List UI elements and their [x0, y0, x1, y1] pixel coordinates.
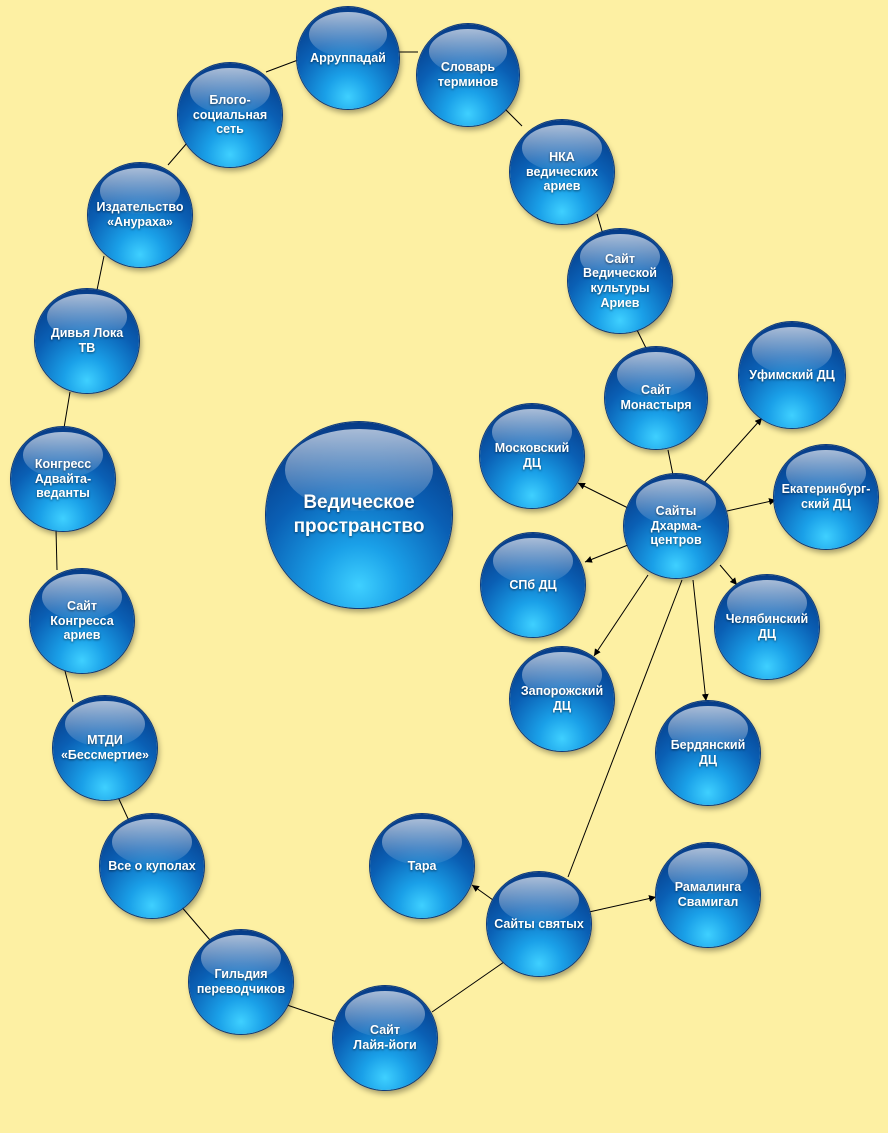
node-label: Екатеринбург- ский ДЦ: [781, 482, 871, 511]
node-chelyabinsk[interactable]: Челябинский ДЦ: [715, 575, 819, 679]
node-congress-site[interactable]: Сайт Конгресса ариев: [30, 569, 134, 673]
node-label: Уфимский ДЦ: [749, 367, 835, 382]
node-label: Бердянский ДЦ: [670, 738, 746, 767]
node-congress-advaita[interactable]: Конгресс Адвайта- веданты: [11, 427, 115, 531]
node-label: Все о куполах: [108, 858, 196, 873]
chain-line: [55, 528, 58, 571]
node-monastery[interactable]: Сайт Монастыря: [605, 347, 707, 449]
arrow-line: [701, 417, 763, 486]
node-label: Сайт Ведической культуры Ариев: [582, 251, 657, 310]
node-label: Издательство «Анураха»: [96, 200, 184, 229]
node-blog[interactable]: Блого- социальная сеть: [178, 63, 282, 167]
node-label: НКА ведических ариев: [526, 149, 598, 194]
node-ufa[interactable]: Уфимский ДЦ: [739, 322, 845, 428]
node-berdyansk[interactable]: Бердянский ДЦ: [656, 701, 760, 805]
node-nka[interactable]: НКА ведических ариев: [510, 120, 614, 224]
node-mtdi[interactable]: МТДИ «Бессмертие»: [53, 696, 157, 800]
chain-line: [667, 449, 674, 476]
node-slovar[interactable]: Словарь терминов: [417, 24, 519, 126]
node-label: Конгресс Адвайта- веданты: [34, 456, 92, 501]
node-tara[interactable]: Тара: [370, 814, 474, 918]
node-laya-yoga[interactable]: Сайт Лайя-йоги: [333, 986, 437, 1090]
arrow-line: [719, 564, 738, 586]
arrow-line: [593, 574, 649, 657]
chain-line: [636, 329, 647, 349]
node-ekaterinburg[interactable]: Екатеринбург- ский ДЦ: [774, 445, 878, 549]
node-domes[interactable]: Все о куполах: [100, 814, 204, 918]
node-label: МТДИ «Бессмертие»: [60, 733, 149, 762]
node-label: Блого- социальная сеть: [192, 92, 268, 137]
node-guild[interactable]: Гильдия переводчиков: [189, 930, 293, 1034]
node-label: Московский ДЦ: [494, 441, 570, 470]
node-ramalinga[interactable]: Рамалинга Свамигал: [656, 843, 760, 947]
node-dharma-centers[interactable]: Сайты Дхарма- центров: [624, 474, 728, 578]
node-vedic-culture[interactable]: Сайт Ведической культуры Ариев: [568, 229, 672, 333]
chain-line: [96, 255, 105, 291]
chain-line: [64, 670, 74, 703]
node-label: Сайт Монастыря: [620, 383, 692, 412]
chain-line: [63, 391, 71, 429]
node-spb[interactable]: СПб ДЦ: [481, 533, 585, 637]
arrow-line: [584, 544, 629, 563]
node-label: Рамалинга Свамигал: [674, 880, 742, 909]
node-label: Запорожский ДЦ: [520, 684, 604, 713]
node-moscow[interactable]: Московский ДЦ: [480, 404, 584, 508]
chain-line: [431, 961, 505, 1013]
node-label: Сайты Дхарма- центров: [650, 503, 702, 548]
node-label: Сайт Лайя-йоги: [353, 1023, 417, 1052]
node-label: Сайт Конгресса ариев: [50, 598, 114, 643]
chain-line: [265, 59, 299, 73]
chain-line: [567, 579, 683, 878]
center-node-vedic-space[interactable]: Ведическое пространство: [266, 422, 452, 608]
chain-line: [286, 1004, 338, 1023]
node-zaporozhye[interactable]: Запорожский ДЦ: [510, 647, 614, 751]
node-label: Тара: [407, 858, 437, 873]
chain-line: [167, 142, 188, 166]
arrow-line: [588, 895, 657, 913]
node-label: Арруппадай: [310, 50, 386, 65]
node-label: Гильдия переводчиков: [196, 967, 286, 996]
arrow-line: [471, 884, 494, 901]
chain-line: [179, 904, 211, 941]
node-divya-loka[interactable]: Дивья Лока ТВ: [35, 289, 139, 393]
node-label: СПб ДЦ: [509, 577, 557, 592]
node-label: Сайты святых: [494, 916, 584, 931]
node-anugraha[interactable]: Издательство «Анураха»: [88, 163, 192, 267]
arrow-line: [577, 482, 629, 509]
node-saints[interactable]: Сайты святых: [487, 872, 591, 976]
arrow-line: [692, 579, 709, 702]
node-arruppadai[interactable]: Арруппадай: [297, 7, 399, 109]
node-label: Дивья Лока ТВ: [50, 326, 124, 355]
node-label: Челябинский ДЦ: [725, 612, 809, 641]
center-node-label: Ведическое пространство: [293, 492, 425, 537]
node-label: Словарь терминов: [437, 60, 499, 89]
arrow-line: [726, 498, 777, 512]
